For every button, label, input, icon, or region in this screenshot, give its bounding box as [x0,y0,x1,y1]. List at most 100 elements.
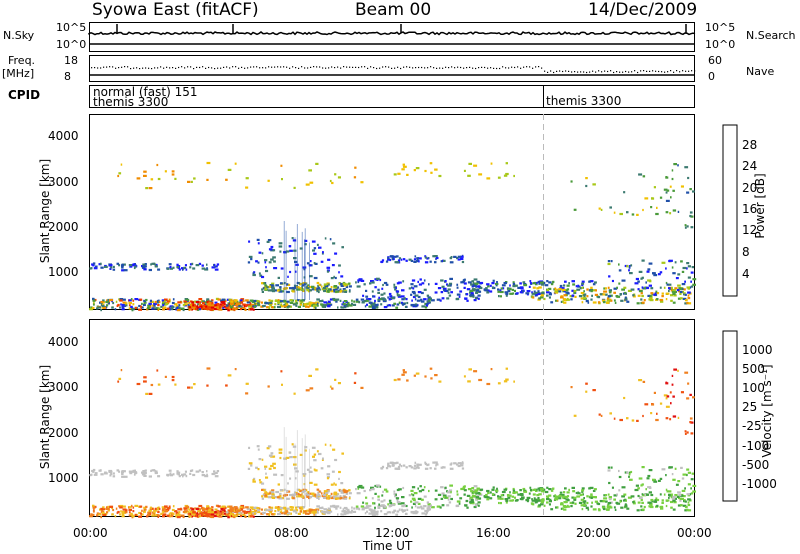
velocity-scatter-cell [585,390,588,393]
velocity-scatter-cell [507,496,511,499]
velocity-scatter-cell [358,508,361,511]
power-scatter-cell [199,304,203,307]
velocity-scatter-cell [309,496,312,499]
velocity-scatter-cell [613,417,616,420]
velocity-scatter-cell [477,504,480,507]
velocity-scatter-cell [388,499,392,502]
power-scatter-cell [393,302,396,305]
nave-dot [652,70,654,72]
velocity-scatter-cell [690,478,694,481]
nave-dot [112,66,114,68]
velocity-scatter-cell [616,502,621,505]
nave-dot [466,67,468,69]
velocity-scatter-cell [566,499,570,502]
velocity-scatter-cell [120,510,122,513]
power-scatter-cell [621,279,626,282]
power-scatter-cell [316,302,319,305]
nave-dot [217,67,219,69]
velocity-scatter-cell [661,499,664,502]
velocity-scatter-cell [344,497,348,500]
power-scatter-cell [466,288,471,291]
velocity-scatter-cell [188,515,192,518]
velocity-scatter-cell [607,466,611,469]
velocity-scatter-cell [124,509,128,512]
power-scatter-cell [538,282,541,285]
velocity-scatter-cell [130,512,133,515]
power-scatter-cell [401,289,405,292]
velocity-scatter-cell [531,499,536,502]
nave-dot [424,67,426,69]
velocity-scatter-cell [671,497,676,500]
velocity-scatter-cell [252,506,257,509]
nave-dot [445,66,447,68]
power-scatter-cell [206,306,211,309]
power-scatter-cell [307,284,310,287]
velocity-scatter-cell [268,454,273,457]
velocity-scatter-cell [233,509,236,512]
power-scatter-cell [447,284,452,287]
power-scatter-cell [293,186,296,189]
xtick-0: 00:00 [73,526,108,540]
power-scatter-cell [411,299,413,302]
velocity-scatter-cell [680,466,683,469]
power-scatter-cell [590,286,593,289]
velocity-scatter-cell [239,508,244,511]
nave-dot [220,67,222,69]
power-scatter-cell [397,259,400,262]
nave-dot [529,66,531,68]
power-scatter-cell [676,289,680,292]
power-scatter-cell [349,289,351,292]
velocity-scatter-cell [538,493,542,496]
power-scatter-cell [340,275,344,278]
power-scatter-cell [412,287,415,290]
velocity-scatter-cell [564,487,567,490]
velocity-scatter-cell [314,469,318,472]
power-scatter-cell [341,246,344,249]
velocity-scatter-cell [413,374,416,377]
velocity-scatter-cell [168,469,172,472]
velocity-scatter-cell [479,492,482,495]
velocity-scatter-cell [483,495,488,498]
velocity-scatter-cell [216,470,220,473]
power-scatter-cell [168,263,172,266]
power-scatter-cell [332,242,336,245]
power-scatter-cell [333,275,335,278]
velocity-scatter-cell [296,488,300,491]
power-scatter-cell [504,291,509,294]
velocity-scatter-cell [261,495,264,498]
velocity-scatter-cell [248,512,252,515]
power-scatter-cell [300,299,304,302]
power-scatter-cell [264,261,267,264]
power-scatter-cell [280,267,284,270]
power-scatter-cell [224,302,226,305]
power-scatter-cell [495,282,499,286]
power-scatter-cell [469,294,474,297]
power-scatter-cell [100,266,104,269]
velocity-scatter-cell [331,470,335,473]
velocity-scatter-cell [417,502,421,505]
velocity-scatter-cell [651,403,655,406]
velocity-scatter-cell [550,508,554,511]
velocity-scatter-cell [477,501,481,504]
power-scatter-cell [191,301,194,304]
velocity-scatter-cell [638,477,643,480]
velocity-scatter-cell [262,494,266,497]
nave-dot [364,66,366,68]
power-scatter-cell [171,170,175,173]
velocity-scatter-cell [246,508,251,511]
velocity-scatter-cell [236,507,239,510]
velocity-scatter-cell [686,468,690,471]
velocity-scatter-cell [273,513,276,516]
power-scatter-cell [557,290,562,293]
velocity-scatter-cell [573,496,577,499]
nave-dot [208,66,210,69]
velocity-scatter-cell [644,403,649,406]
power-scatter-cell [312,302,317,305]
velocity-scatter-cell [580,504,584,507]
power-scatter-cell [353,300,356,303]
power-scatter-cell [413,260,417,263]
velocity-scatter-cell [635,484,639,487]
velocity-scatter-cell [672,415,677,418]
power-scatter-cell [420,300,425,303]
velocity-scatter-cell [656,412,658,415]
